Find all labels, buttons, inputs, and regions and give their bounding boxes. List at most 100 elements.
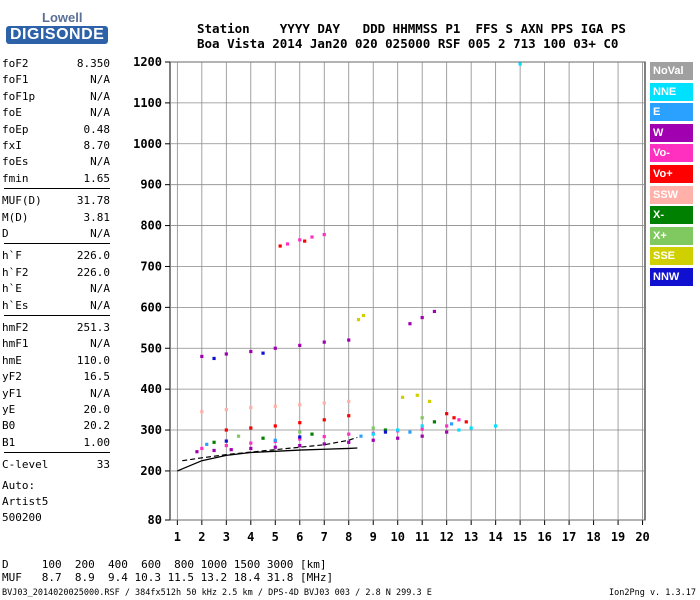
data-point xyxy=(347,414,351,418)
data-point xyxy=(449,422,454,426)
legend-item: W xyxy=(650,123,693,142)
param-value: N/A xyxy=(90,227,110,240)
param-row: h`F 226.0 xyxy=(2,248,110,264)
param-label: h`F2 xyxy=(2,265,29,279)
param-label: foEs xyxy=(2,155,29,169)
data-point xyxy=(285,242,290,246)
data-point xyxy=(383,428,388,432)
data-point xyxy=(310,235,314,239)
param-value: 8.70 xyxy=(83,139,111,152)
auto-label: Auto: xyxy=(2,479,36,492)
param-value: N/A xyxy=(90,298,110,312)
data-point xyxy=(249,441,253,445)
param-label: yF2 xyxy=(2,370,22,384)
data-point xyxy=(408,430,412,434)
data-point xyxy=(420,434,424,438)
param-value: N/A xyxy=(90,282,110,296)
x-tick-label: 13 xyxy=(464,530,478,544)
data-point xyxy=(452,416,456,420)
data-point xyxy=(457,428,461,432)
param-label: foF1 xyxy=(2,73,29,87)
x-tick-label: 16 xyxy=(537,530,551,544)
y-tick-label: 80 xyxy=(148,513,162,527)
param-label: h`Es xyxy=(2,298,29,312)
y-tick-label: 400 xyxy=(140,382,162,396)
data-point xyxy=(445,424,449,428)
param-value: 226.0 xyxy=(76,249,110,263)
param-row: h`Es N/A xyxy=(2,298,110,314)
x-tick-label: 10 xyxy=(390,530,404,544)
param-row: h`F2 226.0 xyxy=(2,265,110,281)
param-label: hmF2 xyxy=(2,321,29,334)
legend-item: SSW xyxy=(650,185,693,204)
param-value: 0.48 xyxy=(83,122,111,136)
param-value: N/A xyxy=(90,386,110,400)
data-point xyxy=(420,416,424,420)
x-tick-label: 7 xyxy=(321,530,328,544)
param-value: N/A xyxy=(90,89,110,103)
y-tick-label: 800 xyxy=(140,219,162,233)
station-header: Station YYYY DAY DDD HHMMSS P1 FFS S AXN… xyxy=(197,21,626,51)
param-row: foF2 8.350 xyxy=(2,56,110,72)
data-point xyxy=(457,418,461,422)
data-point xyxy=(347,440,351,444)
param-value: 8.350 xyxy=(76,57,110,70)
param-row: foEs N/A xyxy=(2,154,110,170)
data-point xyxy=(408,322,412,326)
data-point xyxy=(415,393,419,397)
data-point xyxy=(518,62,522,66)
data-point xyxy=(298,437,302,441)
param-row: foEp 0.48 xyxy=(2,122,110,138)
param-separator xyxy=(4,243,110,245)
plot-area xyxy=(169,61,646,521)
data-point xyxy=(347,432,351,436)
param-value: 20.0 xyxy=(83,403,111,416)
logo-digisonde-text: DIGISONDE xyxy=(6,26,109,44)
auto-program: Artist5 xyxy=(2,495,49,508)
x-tick-label: 12 xyxy=(439,530,453,544)
x-tick-label: 15 xyxy=(513,530,527,544)
param-label: hmE xyxy=(2,353,22,367)
param-label: h`F xyxy=(2,249,22,263)
x-tick-label: 17 xyxy=(562,530,576,544)
param-value: N/A xyxy=(90,337,110,351)
param-row: B1 1.00 xyxy=(2,435,110,451)
data-point xyxy=(261,436,265,440)
x-tick-label: 18 xyxy=(586,530,600,544)
density-profile-line xyxy=(177,447,358,472)
param-label: yF1 xyxy=(2,386,22,400)
param-value: 1.65 xyxy=(83,171,111,185)
param-value: 251.3 xyxy=(76,321,110,334)
data-point xyxy=(205,442,209,446)
data-point xyxy=(278,244,282,248)
auto-code: 500200 xyxy=(2,511,42,524)
data-point xyxy=(224,428,228,432)
data-point xyxy=(420,424,424,428)
x-tick-label: 8 xyxy=(345,530,352,544)
param-row: yF2 16.5 xyxy=(2,369,110,385)
data-point xyxy=(432,420,437,424)
data-point xyxy=(310,432,314,436)
param-label: C-level xyxy=(2,458,49,472)
param-value: N/A xyxy=(90,155,110,169)
data-point xyxy=(298,238,302,242)
y-tick-label: 300 xyxy=(140,423,162,437)
data-point xyxy=(224,439,228,443)
param-value: 3.81 xyxy=(83,210,111,224)
data-point xyxy=(401,395,405,399)
y-tick-label: 900 xyxy=(140,178,162,192)
data-point xyxy=(200,410,204,414)
data-point xyxy=(298,343,302,347)
data-point xyxy=(273,424,277,428)
param-label: yE xyxy=(2,403,16,416)
data-point xyxy=(273,404,277,408)
data-point xyxy=(322,340,326,344)
param-row: D N/A xyxy=(2,226,110,242)
data-point xyxy=(212,356,216,361)
data-point xyxy=(298,421,302,425)
x-tick-label: 5 xyxy=(272,530,279,544)
data-point xyxy=(420,427,424,431)
param-label: h`E xyxy=(2,282,22,296)
param-row: foF1p N/A xyxy=(2,89,110,105)
param-row: C-level 33 xyxy=(2,457,110,473)
